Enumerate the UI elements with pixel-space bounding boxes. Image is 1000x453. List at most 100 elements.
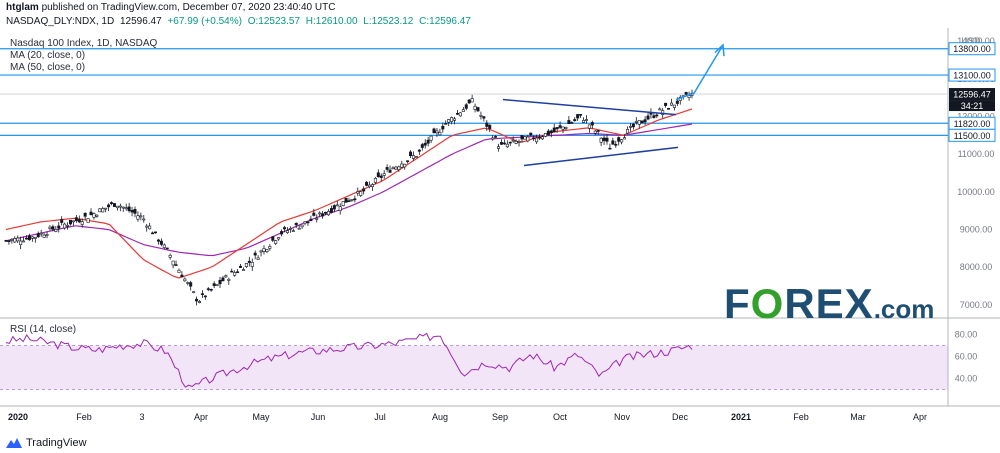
candle-body <box>373 178 377 183</box>
candle-body <box>464 104 468 109</box>
candle-body <box>368 184 372 188</box>
candle-body <box>479 114 483 117</box>
candle-body <box>174 264 178 266</box>
x-tick-label: Apr <box>913 412 927 422</box>
x-tick-label: Jul <box>374 412 386 422</box>
candle-body <box>118 205 122 208</box>
price-labels: 13800.00 13100.00 11820.00 11500.00 12596.47… <box>948 42 996 142</box>
candle-body <box>89 211 93 216</box>
candle-body <box>22 240 26 243</box>
x-tick-label: Sep <box>492 412 508 422</box>
candle-body <box>200 293 204 295</box>
candle-body <box>151 232 155 235</box>
candle-body <box>646 115 650 120</box>
candle-body <box>288 228 292 230</box>
candle-body <box>675 100 679 104</box>
candle-body <box>552 127 556 133</box>
candle-body <box>652 115 656 118</box>
high-value: H:12610.00 <box>305 16 358 27</box>
candle-body <box>672 104 676 108</box>
tradingview-logo-icon <box>6 438 22 448</box>
candle-body <box>115 205 119 209</box>
candle-body <box>148 225 152 230</box>
price-tick-label: 8000.00 <box>960 262 993 272</box>
candle-body <box>455 113 459 115</box>
candle-body <box>511 139 515 142</box>
candle-body <box>239 265 243 268</box>
candle-body <box>145 225 149 228</box>
ma50-legend[interactable]: MA (50, close, 0) <box>10 62 86 73</box>
candle-body <box>576 114 580 119</box>
candle-body <box>130 210 134 213</box>
chart-frame[interactable]: 7000.00 8000.00 9000.00 10000.00 11000.00 120… <box>0 28 1000 438</box>
candle-body <box>66 225 70 227</box>
candle-body <box>467 99 471 104</box>
publisher-name[interactable]: htglam <box>6 2 39 13</box>
rsi-tick-label: 80.00 <box>955 330 978 340</box>
candle-body <box>640 120 644 124</box>
candle-body <box>458 112 462 117</box>
candle-body <box>335 204 339 207</box>
open-value: O:12523.57 <box>247 16 301 27</box>
candle-body <box>394 166 398 170</box>
candle-body <box>634 121 638 123</box>
candle-body <box>626 129 630 134</box>
publish-text: htglam published on TradingView.com, Dec… <box>6 1 335 15</box>
candle-body <box>520 135 524 140</box>
tradingview-brand[interactable]: TradingView <box>6 434 87 452</box>
low-value: L:12523.12 <box>363 16 414 27</box>
candle-body <box>406 160 410 163</box>
x-tick-label: Nov <box>614 412 631 422</box>
candle-body <box>168 255 172 258</box>
candle-body <box>485 122 489 127</box>
symbol-line: NASDAQ_DLY:NDX, 1D 12596.47 +67.99 (+0.5… <box>6 16 474 27</box>
candle-body <box>567 120 571 125</box>
candle-body <box>39 232 43 235</box>
candle-body <box>300 224 304 228</box>
candle-body <box>297 227 301 230</box>
candle-body <box>420 144 424 148</box>
trendlines[interactable] <box>502 43 725 167</box>
price-tick-label: 10000.00 <box>957 187 995 197</box>
candle-body <box>57 225 61 229</box>
candle-body <box>256 257 260 260</box>
candle-body <box>4 240 8 242</box>
projection-arrow-head <box>714 43 725 57</box>
candle-body <box>488 124 492 129</box>
candle-body <box>617 137 621 142</box>
projection-arrow-line <box>675 46 723 101</box>
candle-body <box>388 169 392 173</box>
candle-body <box>77 219 81 223</box>
x-tick-label: 3 <box>139 412 144 422</box>
ma20-legend[interactable]: MA (20, close, 0) <box>10 50 86 61</box>
horizontal-levels[interactable] <box>0 48 948 136</box>
candle-body <box>505 143 509 148</box>
candle-body <box>593 130 597 134</box>
candle-body <box>7 240 11 243</box>
ma50-line <box>5 123 693 257</box>
candle-body <box>253 252 257 256</box>
last-price-label: 12596.47 <box>953 90 991 100</box>
level-label: 13100.00 <box>953 71 991 81</box>
rsi-legend[interactable]: RSI (14, close) <box>10 324 77 335</box>
price-chart-svg[interactable]: 7000.00 8000.00 9000.00 10000.00 11000.00 120… <box>0 28 1000 438</box>
candle-body <box>107 204 111 208</box>
candle-body <box>535 137 539 143</box>
candle-body <box>379 175 383 178</box>
candle-body <box>262 248 266 252</box>
candle-body <box>429 135 433 141</box>
candle-body <box>602 137 606 141</box>
price-value: 12596.47 <box>119 16 162 27</box>
candle-body <box>156 239 160 242</box>
candle-body <box>582 120 586 123</box>
forex-o-letter: O <box>750 280 785 327</box>
candle-body <box>121 206 125 209</box>
candle-body <box>283 227 287 230</box>
x-tick-label: Feb <box>76 412 92 422</box>
candle-body <box>180 274 184 278</box>
rsi-tick-label: 40.00 <box>955 374 978 384</box>
candle-body <box>362 188 366 192</box>
candle-body <box>274 240 278 244</box>
candle-body <box>359 191 363 196</box>
chart-title[interactable]: Nasdaq 100 Index, 1D, NASDAQ <box>10 38 158 49</box>
